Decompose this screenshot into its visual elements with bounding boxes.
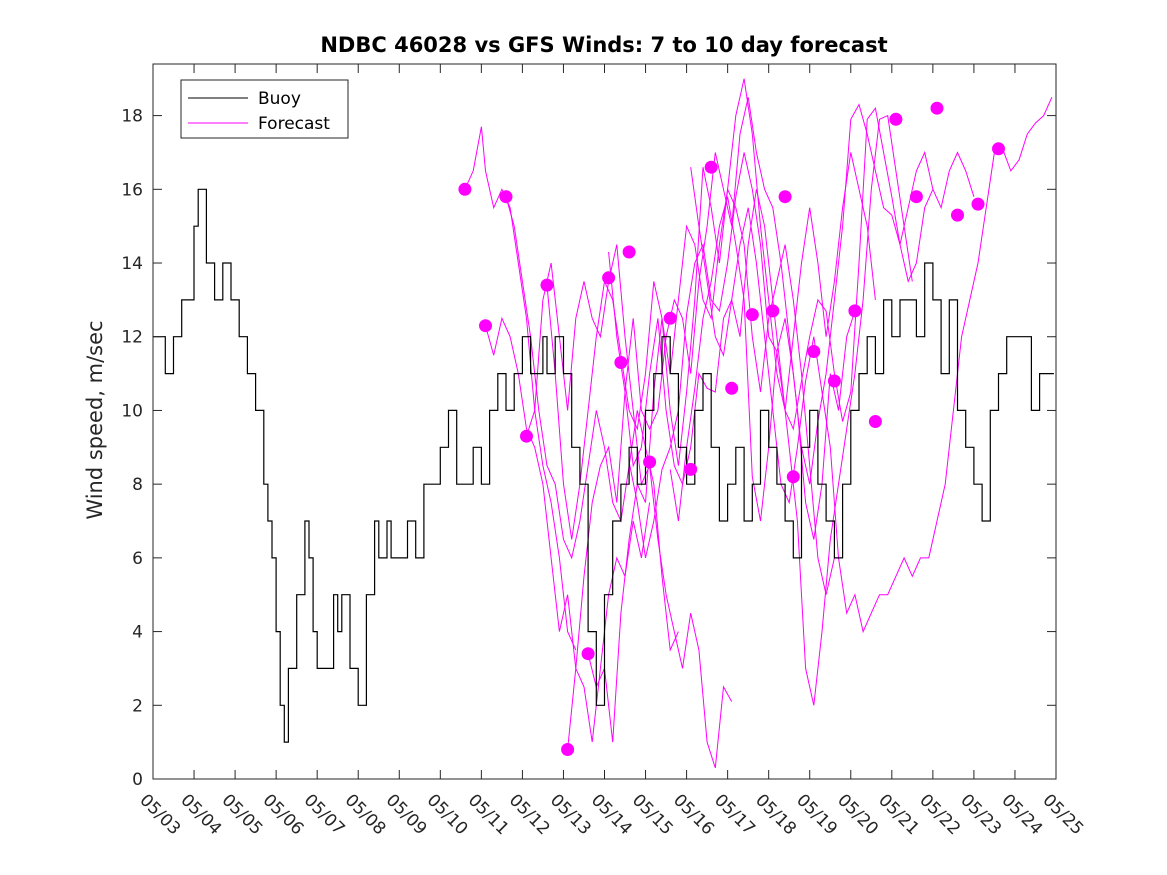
legend: Buoy Forecast [180, 79, 349, 139]
y-tick-label: 16 [121, 180, 143, 200]
forecast-line-4 [526, 244, 733, 769]
forecast-marker-4 [520, 429, 533, 443]
x-tick-label: 05/18 [751, 790, 800, 839]
x-tick-label: 05/22 [915, 790, 964, 839]
x-tick-label: 05/13 [546, 790, 595, 839]
x-tick-label: 05/09 [382, 790, 431, 839]
x-tick-label: 05/08 [341, 790, 390, 839]
forecast-marker-17 [766, 304, 780, 318]
legend-buoy-label: Buoy [258, 89, 301, 109]
forecast-marker-29 [992, 142, 1005, 156]
forecast-marker-19 [786, 470, 800, 484]
y-tick-label: 14 [121, 254, 143, 274]
x-tick-label: 05/25 [1038, 790, 1087, 839]
forecast-line-7 [587, 78, 876, 743]
chart-title: NDBC 46028 vs GFS Winds: 7 to 10 day for… [320, 33, 887, 57]
forecast-marker-14 [704, 160, 718, 174]
forecast-line-6 [567, 97, 856, 750]
forecast-marker-12 [663, 311, 677, 325]
legend-forecast-label: Forecast [258, 114, 330, 134]
y-axis-title: Wind speed, m/sec [83, 320, 107, 519]
x-tick-label: 05/14 [587, 790, 636, 839]
y-tick-label: 2 [132, 696, 143, 716]
y-tick-label: 12 [121, 328, 143, 348]
forecast-marker-27 [951, 208, 964, 222]
forecast-line-11 [690, 96, 1053, 634]
forecast-marker-8 [602, 271, 616, 285]
x-tick-label: 05/24 [997, 790, 1046, 839]
x-tick-label: 05/05 [218, 790, 267, 839]
forecast-marker-10 [622, 245, 636, 259]
forecast-marker-16 [745, 308, 759, 322]
y-tick-label: 8 [132, 475, 143, 495]
x-tick-label: 05/12 [505, 790, 554, 839]
forecast-marker-22 [848, 304, 862, 318]
legend-box [180, 79, 349, 139]
forecast-marker-25 [909, 190, 923, 204]
axes: 0 2 4 6 8 10 12 14 16 18 05/0305/0405/0505/0605/07… [121, 63, 1087, 839]
y-tick-label: 6 [132, 549, 143, 569]
forecast-marker-9 [614, 356, 628, 369]
forecast-line-8 [608, 114, 913, 706]
x-tick-label: 05/17 [710, 790, 759, 839]
forecast-marker-28 [971, 197, 985, 211]
forecast-marker-20 [807, 345, 821, 358]
forecast-line-10 [669, 103, 975, 522]
buoy-line [153, 188, 1054, 743]
forecast-marker-26 [930, 101, 944, 115]
forecast-line-5 [546, 187, 835, 595]
forecast-marker-24 [889, 112, 903, 126]
y-tick-label: 4 [132, 623, 143, 643]
x-tick-label: 05/15 [628, 790, 677, 839]
y-tick-label: 18 [121, 107, 143, 127]
forecast-marker-21 [827, 374, 841, 388]
x-tick-label: 05/04 [176, 790, 225, 839]
forecast-marker-7 [581, 647, 595, 661]
forecast-marker-23 [868, 415, 882, 428]
forecast-marker-5 [540, 278, 554, 292]
forecast-marker-15 [725, 381, 739, 395]
forecast-marker-18 [778, 190, 792, 204]
y-tick-label: 0 [132, 770, 143, 790]
x-tick-label: 05/23 [956, 790, 1005, 839]
plot-area [153, 78, 1054, 769]
x-tick-label: 05/03 [135, 790, 184, 839]
x-tick-label: 05/16 [669, 790, 718, 839]
x-tick-label: 05/19 [792, 790, 841, 839]
forecast-marker-6 [561, 743, 575, 756]
forecast-line-2 [485, 316, 651, 743]
x-tick-label: 05/06 [259, 790, 308, 839]
forecast-line-1 [464, 126, 577, 651]
x-tick-label: 05/20 [833, 790, 882, 839]
x-tick-label: 05/10 [423, 790, 472, 839]
x-tick-label: 05/11 [464, 790, 513, 839]
forecast-marker-2 [479, 319, 492, 333]
forecast-marker-3 [499, 190, 513, 204]
x-tick-label: 05/07 [300, 790, 349, 839]
forecast-line-9 [628, 106, 934, 559]
forecast-marker-13 [684, 462, 698, 476]
forecast-marker-11 [643, 455, 657, 469]
y-tick-label: 10 [121, 401, 143, 421]
forecast-marker-1 [458, 182, 472, 196]
x-tick-label: 05/21 [874, 790, 923, 839]
